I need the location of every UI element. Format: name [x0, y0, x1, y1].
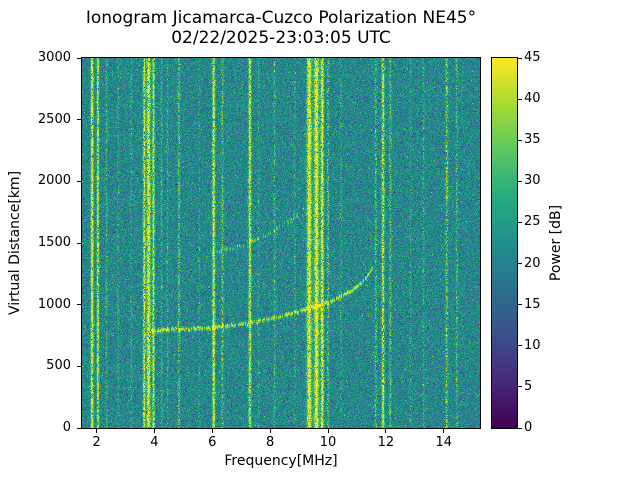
- x-tick-label: 4: [150, 435, 159, 450]
- x-tick-mark: [269, 429, 271, 433]
- y-tick-label: 1000: [37, 296, 71, 312]
- colorbar-tick-mark: [518, 427, 522, 429]
- chart-title: Ionogram Jicamarca-Cuzco Polarization NE…: [85, 8, 477, 28]
- y-tick-mark: [77, 57, 81, 59]
- colorbar-tick-mark: [518, 386, 522, 388]
- colorbar: [491, 57, 518, 429]
- x-tick-label: 10: [319, 435, 337, 450]
- y-tick-mark: [77, 119, 81, 121]
- colorbar-tick-mark: [518, 98, 522, 100]
- colorbar-tick-label: 25: [524, 214, 541, 230]
- colorbar-tick-mark: [518, 57, 522, 59]
- x-tick-mark: [211, 429, 213, 433]
- colorbar-tick-mark: [518, 221, 522, 223]
- colorbar-tick-label: 35: [524, 132, 541, 148]
- y-tick-mark: [77, 427, 81, 429]
- x-tick-mark: [385, 429, 387, 433]
- colorbar-tick-label: 10: [524, 337, 541, 353]
- colorbar-tick-label: 40: [524, 91, 541, 107]
- colorbar-tick-mark: [518, 139, 522, 141]
- x-tick-mark: [95, 429, 97, 433]
- y-axis-label: Virtual Distance[km]: [7, 170, 23, 316]
- y-tick-label: 500: [46, 358, 71, 374]
- x-tick-label: 6: [208, 435, 217, 450]
- x-tick-label: 8: [266, 435, 275, 450]
- x-tick-mark: [443, 429, 445, 433]
- colorbar-tick-label: 30: [524, 173, 541, 189]
- y-tick-label: 2500: [37, 111, 71, 127]
- x-tick-mark: [153, 429, 155, 433]
- y-tick-mark: [77, 365, 81, 367]
- colorbar-canvas: [492, 58, 517, 428]
- colorbar-tick-label: 0: [524, 420, 533, 435]
- x-tick-label: 14: [435, 435, 453, 450]
- plot-area: [81, 57, 481, 429]
- colorbar-tick-label: 15: [524, 296, 541, 312]
- colorbar-tick-mark: [518, 304, 522, 306]
- x-axis-label: Frequency[MHz]: [224, 453, 338, 469]
- colorbar-tick-label: 5: [524, 378, 533, 394]
- y-tick-mark: [77, 242, 81, 244]
- x-tick-label: 2: [92, 435, 101, 450]
- colorbar-tick-label: 45: [524, 50, 541, 65]
- y-tick-label: 1500: [37, 235, 71, 250]
- colorbar-tick-mark: [518, 345, 522, 347]
- y-tick-mark: [77, 304, 81, 306]
- y-tick-label: 2000: [37, 173, 71, 189]
- colorbar-tick-mark: [518, 180, 522, 182]
- y-tick-mark: [77, 180, 81, 182]
- colorbar-tick-label: 20: [524, 255, 541, 271]
- colorbar-tick-mark: [518, 263, 522, 265]
- heatmap-canvas: [82, 58, 480, 428]
- y-tick-label: 0: [62, 420, 71, 435]
- x-tick-mark: [327, 429, 329, 433]
- x-tick-label: 12: [377, 435, 395, 450]
- chart-subtitle: 02/22/2025-23:03:05 UTC: [171, 28, 391, 48]
- colorbar-label: Power [dB]: [548, 204, 564, 282]
- y-tick-label: 3000: [37, 50, 71, 65]
